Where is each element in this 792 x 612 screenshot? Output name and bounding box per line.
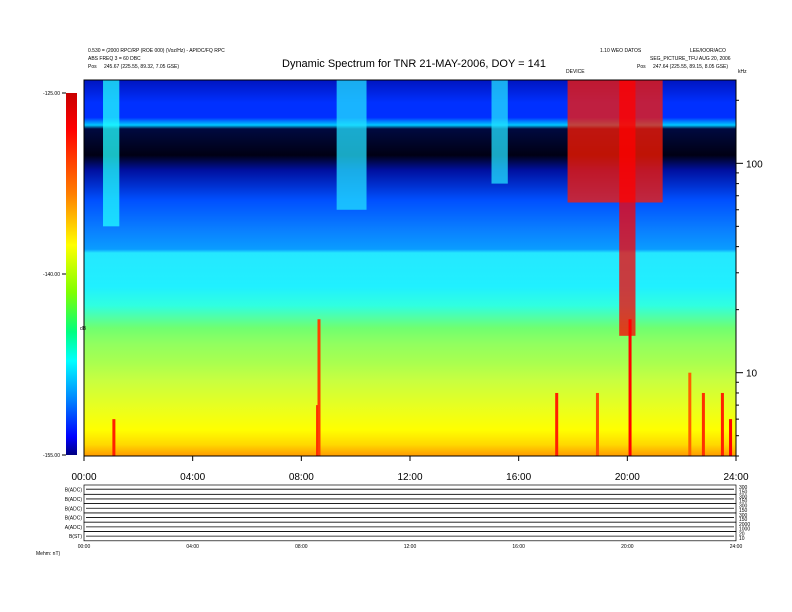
x-tick-label-6: 24:00 <box>723 472 748 483</box>
panel-row-0 <box>83 484 737 495</box>
x-tick-label-1: 04:00 <box>180 472 205 483</box>
panel-right-top-0: 300 <box>739 485 748 491</box>
panel-right-mid-0: 150 <box>739 489 748 495</box>
marker-device: DEVICE <box>566 69 585 75</box>
colorbar <box>66 93 77 455</box>
panel-label-3: B(ADC) <box>65 516 83 522</box>
panel-right-mid-2: 150 <box>739 508 748 514</box>
burst-6 <box>701 392 705 456</box>
emission-event-2 <box>103 80 120 227</box>
header-right-4-value: 247.64 (225.55, 89.15, 8.05 GSE) <box>653 64 729 70</box>
x-tick-label-4: 16:00 <box>506 472 531 483</box>
emission-event-4 <box>491 80 508 184</box>
header-line-1: 0.530 = (2000 RPC/RP (ROE 000) (Voz/Hz) … <box>88 48 225 54</box>
panel-label-1: B(ADC) <box>65 497 83 503</box>
x-tick-label-0: 00:00 <box>71 472 96 483</box>
header-right-1: 1.10 WEO DATOS <box>600 48 642 54</box>
panel-right-top-4: 2000 <box>739 522 750 528</box>
burst-8 <box>729 419 733 456</box>
burst-4 <box>595 392 599 456</box>
panel-x-tick-label-6: 24:00 <box>730 544 743 550</box>
panel-right-top-5: 20 <box>739 532 745 538</box>
panel-x-tick-label-3: 12:00 <box>404 544 417 550</box>
colorbar-tick-label-0: -125.00 <box>43 91 60 97</box>
panel-right-mid-4: 1000 <box>739 527 750 533</box>
burst-5 <box>628 319 632 456</box>
panel-x-tick-label-2: 08:00 <box>295 544 308 550</box>
colorbar-tick-label-2: -155.00 <box>43 453 60 459</box>
x-tick-label-2: 08:00 <box>289 472 314 483</box>
burst-3 <box>555 392 559 456</box>
burst-0 <box>112 419 116 456</box>
colorbar-label: dB <box>80 326 87 332</box>
panel-label-4: A(ADC) <box>65 525 83 531</box>
x-tick-label-5: 20:00 <box>615 472 640 483</box>
panel-right-mid-5: 10 <box>739 536 745 542</box>
panel-label-0: B(ADC) <box>65 488 83 494</box>
panel-right-mid-1: 150 <box>739 499 748 505</box>
emission-event-3 <box>336 80 367 210</box>
chart-title: Dynamic Spectrum for TNR 21-MAY-2006, DO… <box>282 58 547 70</box>
header-right-2: LEE/IOOR/ACO <box>690 48 726 54</box>
header-line-3-label: Pos <box>88 64 97 70</box>
emission-event-0 <box>567 80 663 203</box>
header-line-2: ABS FREQ 3 = 60 DBC <box>88 56 141 62</box>
x-tick-label-3: 12:00 <box>397 472 422 483</box>
burst-9 <box>688 372 692 456</box>
panel-right-top-2: 300 <box>739 504 748 510</box>
panel-row-5 <box>83 531 737 542</box>
panel-right-top-1: 300 <box>739 494 748 500</box>
y-tick-label-1: 100 <box>746 159 763 170</box>
panel-right-mid-3: 150 <box>739 517 748 523</box>
panel-x-tick-label-0: 00:00 <box>78 544 91 550</box>
header-line-3-value: 245.67 (225.55, 89.32, 7.05 GSE) <box>104 64 180 70</box>
panel-footer: Mehm: nT) <box>36 551 61 557</box>
burst-7 <box>720 392 724 456</box>
right-axis-unit: kHz <box>738 69 747 75</box>
header-right-3: SEG_PICTURE_TFU AUG 20, 2006 <box>650 56 731 62</box>
colorbar-tick-label-1: -140.00 <box>43 272 60 278</box>
panel-label-5: B(ST) <box>69 534 82 540</box>
header-right-4-label: Pos <box>637 64 646 70</box>
panel-x-tick-label-4: 16:00 <box>512 544 525 550</box>
y-tick-label-0: 10 <box>746 369 758 380</box>
emission-event-1 <box>619 80 636 336</box>
burst-2 <box>317 319 321 456</box>
panel-right-top-3: 300 <box>739 513 748 519</box>
panel-label-2: B(ADC) <box>65 506 83 512</box>
panel-x-tick-label-5: 20:00 <box>621 544 634 550</box>
panel-x-tick-label-1: 04:00 <box>186 544 199 550</box>
